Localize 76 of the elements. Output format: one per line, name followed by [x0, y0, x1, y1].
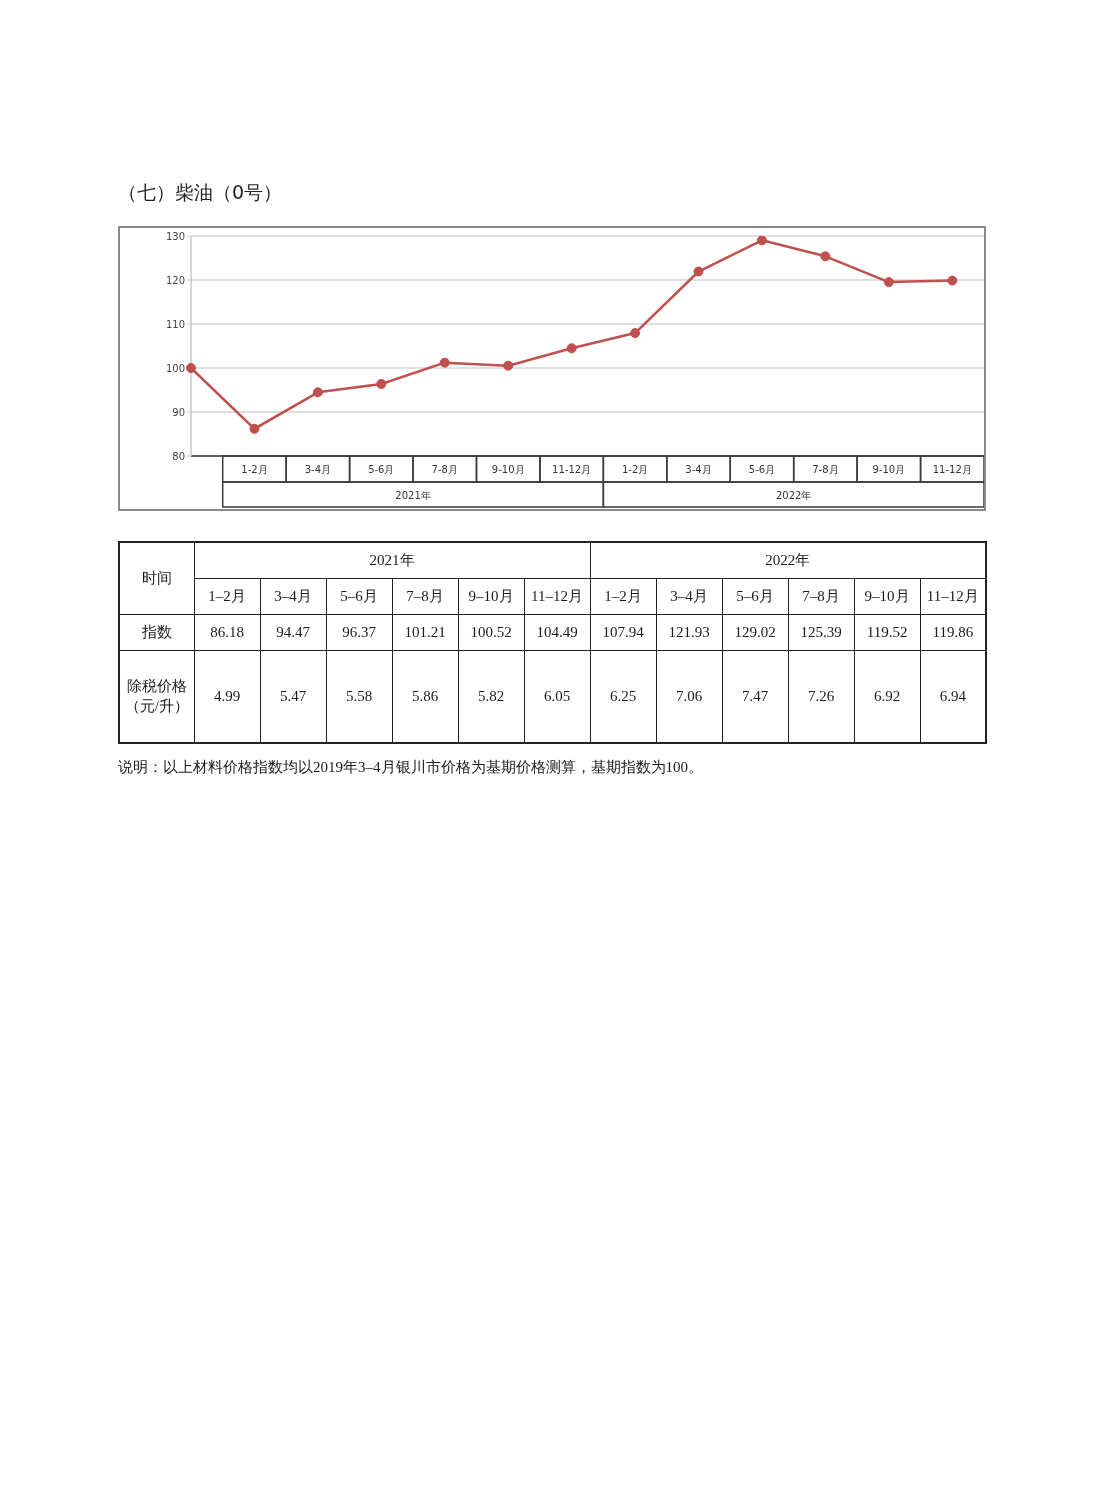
data-label: 104.49	[524, 614, 591, 650]
x-tick-label: 11-12月	[932, 464, 972, 475]
data-label: 96.37	[326, 614, 392, 650]
category-label: 1–2月	[208, 587, 246, 604]
data-label: 6.92	[854, 650, 921, 743]
data-label: 5.82	[458, 650, 524, 743]
legend-label: 指数	[141, 624, 172, 640]
category-label: 3–4月	[670, 587, 708, 604]
y-tick-label: 130	[165, 230, 185, 242]
data-label: 5.86	[392, 650, 458, 743]
data-label: 7.47	[722, 650, 789, 743]
x-tick-label: 9-10月	[491, 464, 525, 475]
x-tick-label: 7-8月	[812, 464, 839, 475]
data-label: 6.05	[524, 650, 591, 743]
category-label: 3–4月	[274, 587, 312, 604]
x-tick-label: 7-8月	[431, 464, 458, 475]
x-tick-label: 5-6月	[748, 464, 776, 475]
text: 2022年	[765, 551, 811, 568]
category-label: 5–6月	[736, 587, 774, 604]
category-label: 7–8月	[406, 587, 444, 604]
point	[883, 277, 894, 288]
category-label: 9–10月	[864, 587, 910, 604]
data-label: 101.21	[392, 614, 458, 650]
text: 除税价格（元/升）	[124, 678, 189, 715]
data-label: 6.25	[590, 650, 657, 743]
point	[503, 360, 514, 371]
y-tick-label: 90	[172, 406, 185, 418]
data-label: 6.94	[920, 650, 987, 743]
category-label: 11–12月	[926, 587, 979, 604]
data-label: 86.18	[194, 614, 260, 650]
data-label: 121.93	[656, 614, 723, 650]
point	[947, 275, 958, 286]
data-label: 5.58	[326, 650, 392, 743]
data-label: 129.02	[722, 614, 789, 650]
data-label: 119.86	[920, 614, 987, 650]
category-label: 7–8月	[802, 587, 840, 604]
data-label: 107.94	[590, 614, 657, 650]
y-tick-label: 80	[172, 450, 185, 462]
text: 2021年	[395, 490, 431, 501]
data-label: 119.52	[854, 614, 921, 650]
point	[439, 357, 450, 368]
category-label: 5–6月	[340, 587, 378, 604]
data-label: 94.47	[260, 614, 326, 650]
y-tick-label: 100	[165, 362, 185, 374]
x-tick-label: 3-4月	[685, 464, 712, 475]
data-label: 100.52	[458, 614, 524, 650]
chart-title: （七）柴油（0号）	[118, 181, 283, 203]
point	[312, 387, 323, 398]
x-tick-label: 11-12月	[552, 464, 592, 475]
category-label: 11–12月	[531, 587, 583, 604]
x-tick-label: 5-6月	[368, 464, 395, 475]
x-tick-label: 1-2月	[621, 464, 649, 475]
point	[376, 378, 387, 389]
data-label: 4.99	[194, 650, 260, 743]
point	[630, 328, 641, 339]
x-tick-label: 1-2月	[241, 464, 268, 475]
category-label: 9–10月	[468, 587, 514, 604]
text: 说明：以上材料价格指数均以2019年3–4月银川市价格为基期价格测算，基期指数为100。	[118, 759, 703, 775]
point	[249, 423, 260, 434]
text: 2021年	[369, 551, 415, 568]
data-label: 5.47	[260, 650, 326, 743]
category-label: 1–2月	[604, 587, 642, 604]
point	[186, 363, 196, 373]
y-tick-label: 110	[165, 318, 185, 330]
data-label: 7.06	[656, 650, 723, 743]
point	[820, 251, 831, 262]
x-tick-label: 3-4月	[304, 464, 332, 475]
y-tick-label: 120	[165, 274, 185, 286]
data-label: 125.39	[788, 614, 855, 650]
point	[756, 236, 767, 246]
text: 2022年	[775, 490, 812, 501]
point	[566, 343, 577, 354]
point	[693, 266, 704, 277]
data-label: 7.26	[788, 650, 855, 743]
text: 时间	[141, 569, 172, 586]
x-tick-label: 9-10月	[872, 464, 906, 475]
